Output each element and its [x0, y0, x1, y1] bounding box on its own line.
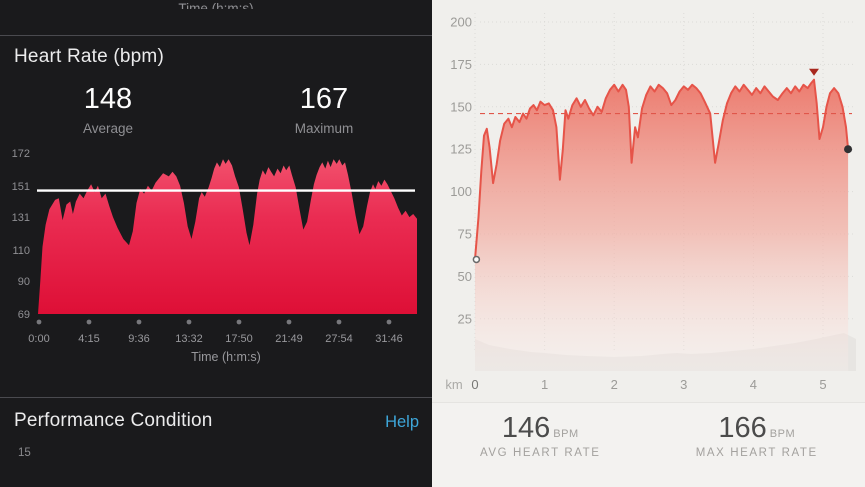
max-heart-rate-label: MAX HEART RATE: [695, 447, 818, 459]
light-analysis-panel: 200 175 150 125 100 75 50 25 km 0 1 2 3 4 5 146 BPM AVG…: [432, 0, 865, 487]
end-point-dot: [844, 145, 853, 154]
performance-condition-value: 15: [18, 447, 31, 459]
svg-text:172: 172: [12, 148, 30, 160]
x-axis-unit-label: km: [445, 377, 462, 392]
performance-condition-title: Performance Condition: [14, 410, 213, 431]
maximum-label: Maximum: [294, 120, 354, 136]
max-heart-rate-marker: [809, 68, 819, 76]
svg-text:69: 69: [18, 309, 30, 321]
heart-rate-line: [474, 78, 850, 261]
avg-heart-rate-value: 146: [501, 412, 551, 444]
svg-text:9:36: 9:36: [128, 333, 149, 345]
svg-text:0:00: 0:00: [28, 333, 49, 345]
start-point-circle: [472, 255, 481, 264]
svg-text:0: 0: [471, 377, 478, 392]
heart-rate-time-chart[interactable]: 69 90 110 131 151 172 0:00 4:15 9:36 13:32 17:50 21…: [0, 141, 432, 385]
svg-text:110: 110: [12, 245, 30, 257]
svg-text:13:32: 13:32: [175, 333, 203, 345]
left-chart-x-axis: 0:00 4:15 9:36 13:32 17:50 21:49 27:54 31:46: [28, 319, 403, 345]
right-chart-x-axis: km 0 1 2 3 4 5: [445, 377, 826, 392]
max-heart-rate-stat: 166 BPM MAX HEART RATE: [649, 412, 865, 459]
svg-text:200: 200: [450, 15, 472, 30]
max-heart-rate-value-row: 166 BPM: [649, 412, 865, 445]
svg-text:50: 50: [458, 269, 472, 284]
right-chart-y-axis: 200 175 150 125 100 75 50 25: [450, 15, 472, 327]
maximum-heart-rate-stat: 167 Maximum: [216, 83, 432, 136]
heart-rate-area: [475, 79, 849, 371]
svg-text:151: 151: [12, 181, 30, 193]
svg-text:21:49: 21:49: [275, 333, 303, 345]
clipped-time-axis-label: Time (h:m:s): [178, 1, 254, 9]
svg-text:100: 100: [450, 184, 472, 199]
svg-text:27:54: 27:54: [325, 333, 353, 345]
garmin-dark-panel: Time (h:m:s) Heart Rate (bpm) 148 Averag…: [0, 0, 432, 487]
svg-text:4:15: 4:15: [78, 333, 99, 345]
heart-rate-distance-chart[interactable]: 200 175 150 125 100 75 50 25 km 0 1 2 3 4 5: [432, 0, 865, 402]
maximum-value: 167: [299, 83, 349, 115]
svg-text:150: 150: [450, 99, 472, 114]
average-value: 148: [83, 83, 133, 115]
svg-text:2: 2: [611, 377, 618, 392]
left-chart-y-axis: 69 90 110 131 151 172: [12, 148, 30, 321]
average-label: Average: [82, 120, 134, 136]
section-divider-top: [0, 35, 432, 36]
svg-text:175: 175: [450, 57, 472, 72]
svg-text:1: 1: [541, 377, 548, 392]
svg-text:4: 4: [750, 377, 757, 392]
heart-rate-section-title: Heart Rate (bpm): [14, 46, 164, 67]
avg-heart-rate-value-row: 146 BPM: [432, 412, 649, 445]
svg-text:75: 75: [458, 227, 472, 242]
avg-heart-rate-stat: 146 BPM AVG HEART RATE: [432, 412, 649, 459]
help-link[interactable]: Help: [385, 413, 419, 431]
svg-text:31:46: 31:46: [375, 333, 403, 345]
svg-text:3: 3: [680, 377, 687, 392]
heart-rate-summary-row: 148 Average 167 Maximum: [0, 83, 432, 136]
svg-text:25: 25: [458, 311, 472, 326]
average-heart-rate-stat: 148 Average: [0, 83, 216, 136]
avg-heart-rate-label: AVG HEART RATE: [479, 447, 601, 459]
svg-text:131: 131: [12, 212, 30, 224]
svg-text:5: 5: [819, 377, 826, 392]
max-heart-rate-unit: BPM: [769, 428, 796, 440]
x-axis-title: Time (h:m:s): [191, 350, 261, 364]
heart-rate-area: [38, 159, 417, 314]
max-heart-rate-value: 166: [718, 412, 767, 444]
svg-text:125: 125: [450, 142, 472, 157]
avg-heart-rate-unit: BPM: [553, 428, 579, 440]
section-divider-bottom: [0, 397, 432, 398]
svg-text:90: 90: [18, 276, 30, 288]
heart-rate-stats-bar: 146 BPM AVG HEART RATE 166 BPM MAX HEART R…: [432, 402, 865, 487]
svg-text:17:50: 17:50: [225, 333, 253, 345]
